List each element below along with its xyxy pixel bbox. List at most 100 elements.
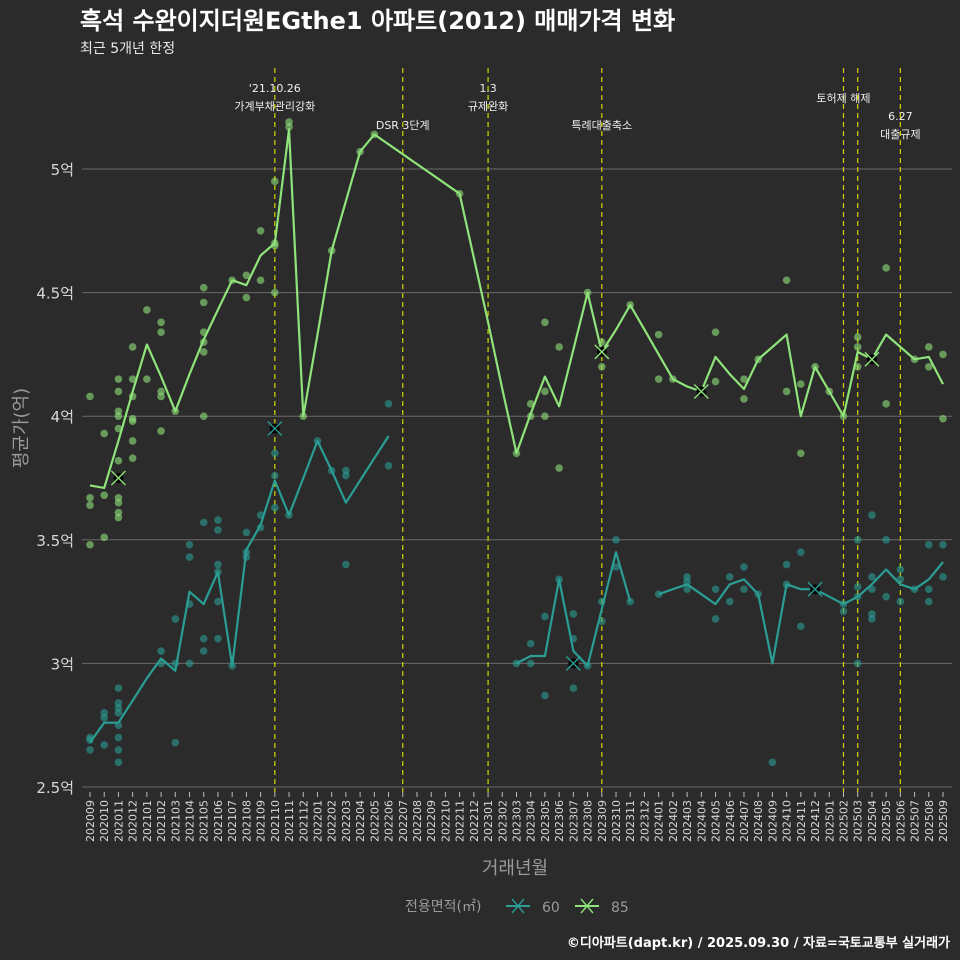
data-point-85 <box>86 540 94 549</box>
x-tick-label: 202206 <box>383 800 396 842</box>
data-point-60 <box>185 659 194 668</box>
x-tick-label: 202112 <box>297 800 310 842</box>
data-point-85 <box>853 343 862 351</box>
data-point-60 <box>171 738 180 747</box>
data-point-60 <box>541 612 549 621</box>
data-point-60 <box>797 622 805 631</box>
x-tick-label: 202306 <box>553 800 566 842</box>
x-tick-label: 202210 <box>439 800 452 842</box>
data-point-60 <box>882 592 890 601</box>
data-point-85 <box>711 328 720 336</box>
x-tick-label: 202107 <box>226 800 239 842</box>
legend-title: 전용면적(㎡) <box>405 899 481 915</box>
data-point-60 <box>626 597 635 606</box>
data-point-85 <box>128 343 137 351</box>
data-point-60 <box>214 516 222 524</box>
data-point-60 <box>114 684 123 692</box>
x-tick-label: 202311 <box>624 800 637 842</box>
data-point-85 <box>939 414 947 423</box>
event-label: 토허제 해제 <box>816 91 870 105</box>
data-point-85 <box>114 375 123 383</box>
x-tick-label: 202109 <box>255 800 268 842</box>
data-point-60 <box>214 597 222 606</box>
data-point-60 <box>782 560 791 569</box>
event-label: 6.27 <box>888 110 913 123</box>
event-label: 규제완화 <box>468 100 508 113</box>
data-point-85 <box>654 330 663 339</box>
data-point-85 <box>143 375 151 383</box>
data-point-60 <box>939 540 947 549</box>
event-label: DSR 3단계 <box>376 119 430 132</box>
x-tick-label: 202412 <box>809 800 822 842</box>
data-point-85 <box>242 271 251 280</box>
data-point-60 <box>114 758 123 767</box>
x-tick-label: 202105 <box>198 800 211 842</box>
x-tick-label: 202307 <box>567 800 580 842</box>
x-tick-label: 202201 <box>311 800 324 842</box>
data-point-60 <box>199 518 208 527</box>
legend-label-85: 85 <box>611 900 629 916</box>
x-tick-label: 202302 <box>496 800 509 842</box>
data-point-60 <box>569 684 578 692</box>
data-point-60 <box>654 590 663 598</box>
data-point-85 <box>541 318 549 327</box>
x-tick-label: 202505 <box>880 800 893 842</box>
chart-title: 흑석 수완이지더원EGthe1 아파트(2012) 매매가격 변화 <box>80 7 675 35</box>
data-point-85 <box>256 276 265 285</box>
event-label: '21.10.26 <box>249 82 301 95</box>
data-point-85 <box>882 400 890 408</box>
data-point-60 <box>342 560 350 569</box>
series-line-60 <box>89 435 944 744</box>
x-tick-label: 202304 <box>525 800 538 842</box>
data-point-85 <box>128 375 137 383</box>
data-point-60 <box>839 607 848 616</box>
data-point-85 <box>939 350 947 359</box>
x-tick-label: 202101 <box>141 800 154 842</box>
data-point-85 <box>853 333 862 341</box>
data-point-85 <box>114 513 123 522</box>
x-tick-label: 202405 <box>710 800 723 842</box>
data-point-60 <box>853 659 862 668</box>
series-lines <box>89 128 944 744</box>
x-tick-label: 202406 <box>724 800 737 842</box>
data-point-85 <box>100 491 109 500</box>
event-label: 가계부채관리강화 <box>234 100 315 113</box>
x-tick-label: 202110 <box>269 800 282 842</box>
x-tick-label: 202408 <box>752 800 765 842</box>
x-tick-label: 202212 <box>468 800 481 842</box>
data-point-60 <box>86 746 94 754</box>
data-point-60 <box>384 461 393 470</box>
data-point-60 <box>114 733 123 742</box>
data-point-60 <box>384 400 393 408</box>
data-point-60 <box>526 639 535 648</box>
y-tick-label: 3억 <box>51 655 74 673</box>
data-point-60 <box>185 553 194 561</box>
data-point-60 <box>924 597 933 606</box>
x-axis: 202009 202010 202011 202012 202101 202102 2021… <box>84 792 950 842</box>
legend-x-icon-85 <box>580 898 594 914</box>
x-tick-label: 202010 <box>98 800 111 842</box>
data-point-85 <box>128 454 137 463</box>
data-point-60 <box>924 540 933 549</box>
data-point-60 <box>868 615 876 623</box>
data-point-85 <box>157 392 165 401</box>
data-point-85 <box>242 293 251 302</box>
data-point-85 <box>199 412 208 421</box>
data-point-85 <box>86 493 94 502</box>
data-point-60 <box>114 746 123 754</box>
data-point-60 <box>725 573 734 581</box>
data-point-85 <box>199 283 208 292</box>
data-point-60 <box>740 563 748 571</box>
legend-label-60: 60 <box>542 900 560 916</box>
data-point-85 <box>100 429 109 438</box>
legend-items: 60 85 <box>506 898 629 916</box>
data-point-60 <box>100 741 109 749</box>
data-point-60 <box>171 615 180 623</box>
data-point-85 <box>797 449 805 458</box>
data-point-85 <box>598 362 606 371</box>
data-point-85 <box>114 412 123 421</box>
x-tick-label: 202312 <box>638 800 651 842</box>
highlight-x-marker-60 <box>807 581 823 597</box>
x-tick-label: 202310 <box>610 800 623 842</box>
